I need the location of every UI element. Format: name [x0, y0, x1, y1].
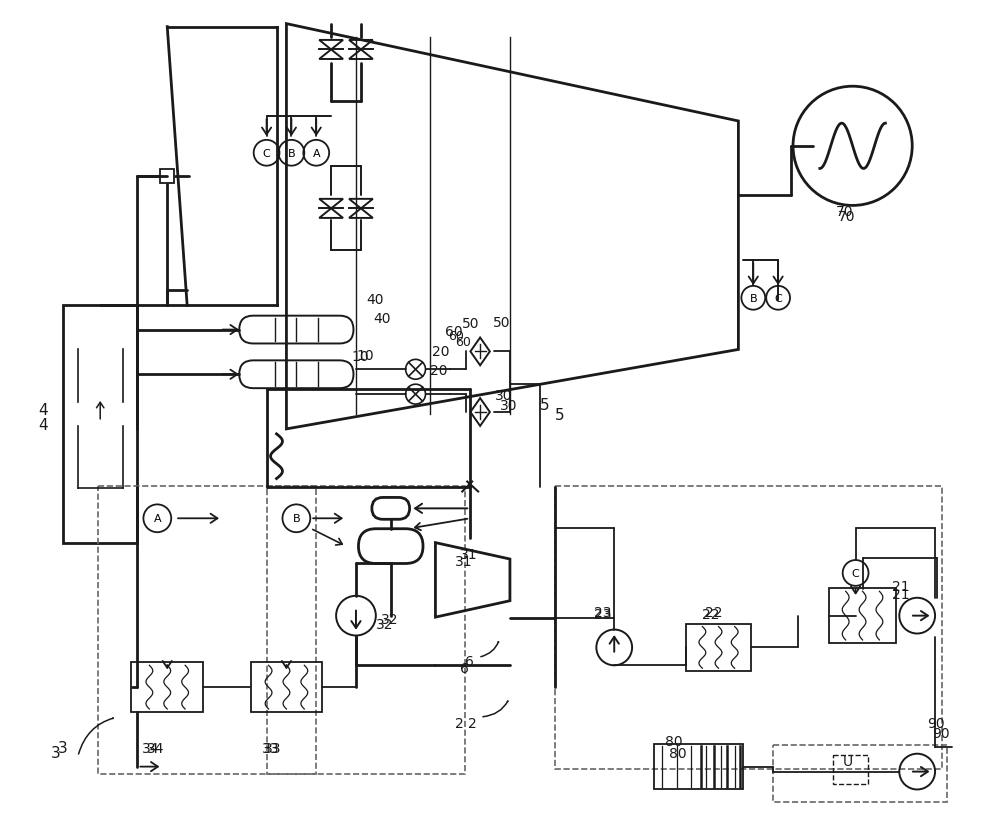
Text: 23: 23 [594, 607, 612, 621]
Text: 60: 60 [448, 330, 464, 343]
Bar [654, 744, 743, 789]
Text: C: C [263, 148, 270, 159]
Text: 50: 50 [493, 315, 511, 330]
FancyArrowPatch shape [481, 642, 499, 657]
Text: 80: 80 [669, 746, 686, 760]
FancyArrowPatch shape [483, 701, 508, 717]
Bar [98, 486, 316, 773]
Text: 70: 70 [836, 205, 853, 219]
Text: B: B [293, 513, 300, 523]
Text: 21: 21 [892, 587, 910, 601]
Bar [773, 745, 947, 802]
Text: 60: 60 [445, 324, 463, 338]
Text: C: C [774, 293, 782, 303]
Text: B: B [749, 293, 757, 303]
Bar [833, 755, 868, 785]
Text: 20: 20 [430, 363, 448, 378]
Text: 10: 10 [351, 350, 369, 364]
Text: 80: 80 [665, 734, 683, 748]
Text: 20: 20 [432, 345, 450, 359]
Text: A: A [312, 148, 320, 159]
Bar [555, 486, 942, 768]
Text: 23: 23 [594, 605, 612, 619]
Text: C: C [852, 568, 859, 578]
Text: B: B [288, 148, 295, 159]
Text: 5: 5 [555, 407, 564, 422]
Bar [686, 623, 751, 672]
Text: 22: 22 [705, 605, 722, 619]
Text: 3: 3 [58, 740, 68, 755]
Text: 32: 32 [381, 612, 398, 626]
Text: 6: 6 [465, 654, 474, 668]
Text: 4: 4 [38, 417, 48, 432]
Text: 4: 4 [38, 402, 48, 417]
FancyArrowPatch shape [79, 718, 113, 754]
Text: 40: 40 [366, 292, 383, 306]
Text: 33: 33 [264, 741, 281, 755]
Text: 5: 5 [540, 397, 549, 412]
Text: 6: 6 [460, 662, 469, 676]
Text: 30: 30 [500, 398, 518, 412]
Text: 21: 21 [892, 579, 910, 593]
Text: 70: 70 [838, 210, 855, 224]
Text: U: U [843, 753, 853, 768]
Text: 30: 30 [495, 388, 513, 402]
Text: 31: 31 [455, 554, 473, 568]
Text: 31: 31 [460, 547, 478, 561]
Text: 3: 3 [51, 744, 61, 760]
Text: 90: 90 [927, 716, 945, 730]
Text: 90: 90 [932, 726, 950, 740]
Text: 34: 34 [147, 741, 165, 755]
Text: 22: 22 [702, 607, 719, 621]
Text: A: A [153, 513, 161, 523]
Bar [131, 662, 203, 712]
Text: 40: 40 [373, 311, 390, 325]
Text: 32: 32 [376, 617, 393, 631]
Bar [267, 486, 465, 773]
Text: 10: 10 [356, 349, 374, 363]
Text: 33: 33 [262, 741, 279, 755]
Text: 2: 2 [455, 716, 464, 730]
Text: 60: 60 [455, 336, 471, 349]
Bar [829, 589, 896, 643]
Text: 2: 2 [468, 716, 477, 730]
Bar [251, 662, 322, 712]
Text: 50: 50 [462, 316, 480, 330]
Text: 34: 34 [142, 741, 160, 755]
Bar [160, 170, 174, 183]
Bar [63, 306, 137, 543]
